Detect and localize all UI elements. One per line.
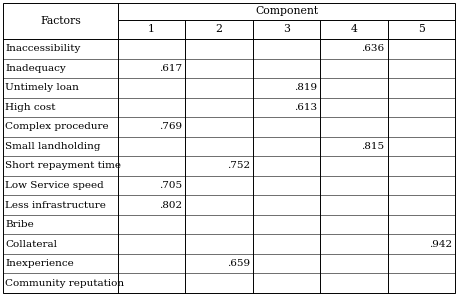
Text: Less infrastructure: Less infrastructure [5,201,106,210]
Text: .636: .636 [361,44,385,53]
Text: High cost: High cost [5,103,55,112]
Text: 5: 5 [418,25,425,35]
Text: Short repayment time: Short repayment time [5,162,121,170]
Text: .942: .942 [429,240,452,249]
Text: .617: .617 [159,64,182,73]
Text: .769: .769 [159,123,182,131]
Text: .802: .802 [159,201,182,210]
Text: Community reputation: Community reputation [5,279,124,288]
Text: Collateral: Collateral [5,240,57,249]
Text: Bribe: Bribe [5,220,34,229]
Text: Untimely loan: Untimely loan [5,83,79,92]
Text: .705: .705 [159,181,182,190]
Text: .613: .613 [294,103,317,112]
Text: .752: .752 [227,162,250,170]
Text: 4: 4 [350,25,357,35]
Text: Component: Component [255,7,318,17]
Text: .659: .659 [227,259,250,268]
Text: 1: 1 [148,25,155,35]
Text: .815: .815 [361,142,385,151]
Text: Inexperience: Inexperience [5,259,74,268]
Text: 2: 2 [216,25,223,35]
Text: Complex procedure: Complex procedure [5,123,109,131]
Text: Inadequacy: Inadequacy [5,64,66,73]
Text: Low Service speed: Low Service speed [5,181,104,190]
Text: Factors: Factors [40,16,81,26]
Text: .819: .819 [294,83,317,92]
Text: Inaccessibility: Inaccessibility [5,44,80,53]
Text: 3: 3 [283,25,290,35]
Text: Small landholding: Small landholding [5,142,100,151]
